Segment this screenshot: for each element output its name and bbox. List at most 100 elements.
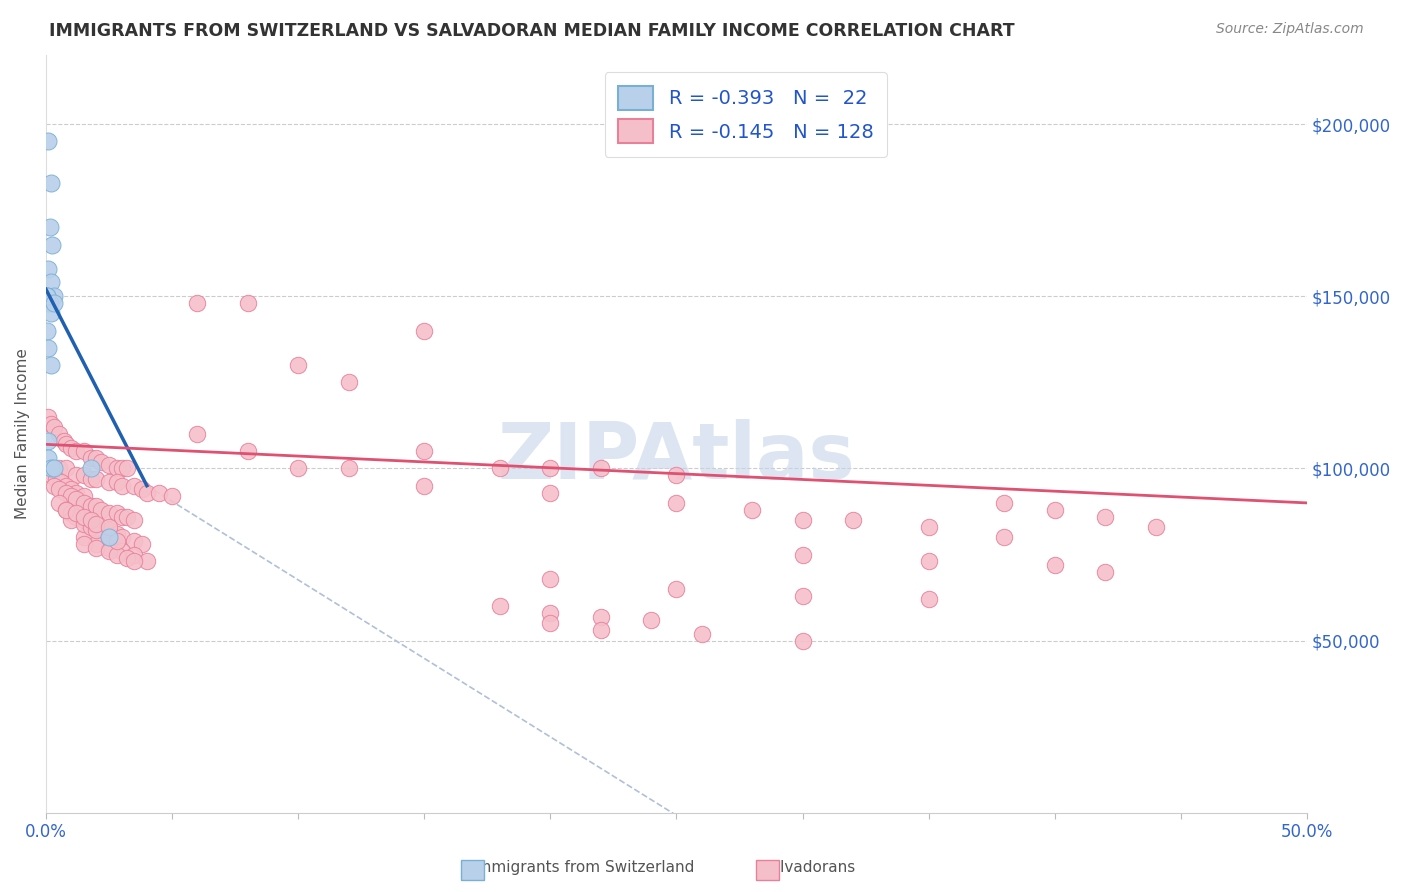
- Point: [42, 478, 65, 492]
- Point: [337, 461, 360, 475]
- Point: [993, 530, 1015, 544]
- Point: [98, 530, 121, 544]
- Point: [792, 548, 814, 562]
- Point: [60, 506, 83, 520]
- Point: [98, 541, 121, 555]
- Point: [39, 358, 62, 372]
- Point: [80, 520, 103, 534]
- Point: [80, 513, 103, 527]
- Point: [186, 296, 208, 310]
- Point: [111, 461, 134, 475]
- Point: [39, 176, 62, 190]
- Point: [86, 541, 108, 555]
- Point: [98, 530, 121, 544]
- Point: [640, 613, 662, 627]
- Text: IMMIGRANTS FROM SWITZERLAND VS SALVADORAN MEDIAN FAMILY INCOME CORRELATION CHART: IMMIGRANTS FROM SWITZERLAND VS SALVADORA…: [49, 22, 1015, 40]
- Point: [337, 376, 360, 390]
- Point: [918, 520, 941, 534]
- Point: [90, 524, 112, 538]
- Point: [73, 537, 96, 551]
- Point: [86, 537, 108, 551]
- Point: [98, 544, 121, 558]
- Point: [589, 624, 612, 638]
- Point: [122, 533, 145, 548]
- Point: [39, 276, 62, 290]
- Point: [186, 427, 208, 442]
- Point: [98, 475, 121, 490]
- Text: Source: ZipAtlas.com: Source: ZipAtlas.com: [1216, 22, 1364, 37]
- Point: [918, 554, 941, 568]
- Point: [52, 434, 75, 448]
- Point: [792, 633, 814, 648]
- Point: [60, 441, 83, 455]
- Point: [39, 461, 62, 475]
- Point: [131, 537, 153, 551]
- Point: [538, 616, 561, 631]
- Point: [86, 516, 108, 531]
- Point: [65, 506, 87, 520]
- Point: [90, 454, 112, 468]
- Point: [1094, 509, 1116, 524]
- Point: [80, 461, 103, 475]
- Point: [39, 468, 62, 483]
- Point: [115, 551, 138, 566]
- Point: [73, 516, 96, 531]
- Point: [538, 606, 561, 620]
- Point: [49, 475, 72, 490]
- Point: [37, 289, 59, 303]
- Point: [287, 358, 309, 372]
- Point: [86, 451, 108, 466]
- Point: [45, 472, 67, 486]
- Point: [111, 530, 134, 544]
- Point: [60, 482, 83, 496]
- Point: [111, 544, 134, 558]
- Point: [538, 485, 561, 500]
- Point: [98, 520, 121, 534]
- Point: [665, 496, 688, 510]
- Point: [1043, 503, 1066, 517]
- Point: [98, 458, 121, 472]
- Point: [42, 461, 65, 475]
- Point: [413, 324, 436, 338]
- Point: [73, 489, 96, 503]
- Point: [37, 289, 59, 303]
- Point: [86, 500, 108, 514]
- Point: [55, 461, 77, 475]
- Point: [55, 485, 77, 500]
- Point: [98, 506, 121, 520]
- Point: [38, 296, 60, 310]
- Point: [42, 420, 65, 434]
- Point: [589, 609, 612, 624]
- Point: [90, 503, 112, 517]
- Point: [122, 513, 145, 527]
- Point: [111, 478, 134, 492]
- Point: [1043, 558, 1066, 572]
- Point: [42, 296, 65, 310]
- Point: [287, 461, 309, 475]
- Point: [111, 509, 134, 524]
- Point: [37, 341, 59, 355]
- Point: [86, 524, 108, 538]
- Point: [37, 134, 59, 148]
- Point: [65, 444, 87, 458]
- Point: [236, 444, 259, 458]
- Point: [55, 503, 77, 517]
- Point: [37, 324, 59, 338]
- Point: [42, 289, 65, 303]
- Point: [73, 513, 96, 527]
- Point: [37, 451, 59, 466]
- Point: [665, 582, 688, 596]
- Y-axis label: Median Family Income: Median Family Income: [15, 349, 30, 519]
- Point: [98, 524, 121, 538]
- Point: [589, 461, 612, 475]
- Point: [1094, 565, 1116, 579]
- Point: [690, 627, 713, 641]
- Point: [37, 409, 59, 424]
- Text: ZIPAtlas: ZIPAtlas: [498, 418, 855, 495]
- Point: [48, 496, 70, 510]
- Point: [105, 548, 128, 562]
- Point: [413, 478, 436, 492]
- Point: [122, 548, 145, 562]
- Point: [60, 513, 83, 527]
- Point: [37, 296, 59, 310]
